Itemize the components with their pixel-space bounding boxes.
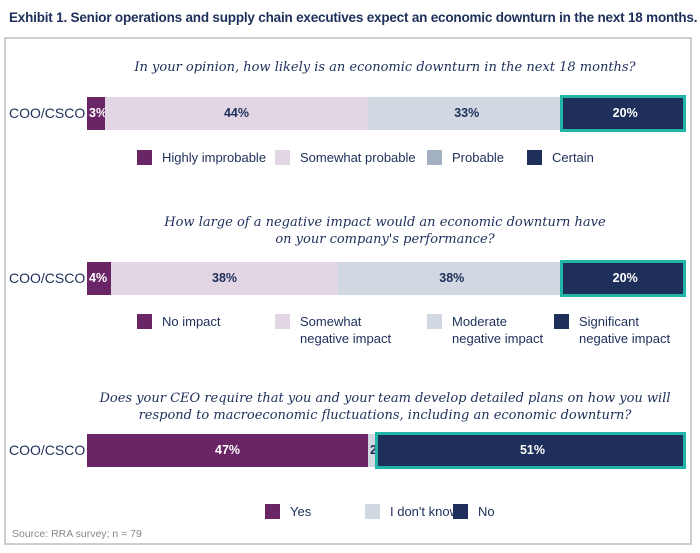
legend-label: Moderate negative impact	[452, 314, 544, 346]
bar-segment-highly-improbable	[87, 97, 105, 130]
legend-label: No	[478, 504, 495, 519]
data-label: 38%	[212, 271, 238, 285]
bar-segment-certain	[560, 95, 686, 132]
stacked-bar: 3% 44% 33% 20%	[87, 95, 686, 132]
question-line: Does your CEO require that you and your …	[99, 391, 671, 406]
legend-item: Somewhat probable	[275, 149, 416, 166]
data-label: 47%	[215, 443, 241, 457]
bar-segment-no-impact	[87, 262, 111, 295]
legend-swatch	[365, 504, 380, 519]
legend-item: Highly improbable	[137, 149, 266, 166]
data-label: 51%	[519, 443, 546, 457]
legend-swatch	[527, 150, 542, 165]
question-line: How large of a negative impact would an …	[164, 215, 606, 230]
legend-label: Probable	[452, 150, 505, 165]
bar-segment-no	[375, 432, 686, 469]
chart-question: In your opinion, how likely is an econom…	[60, 59, 700, 76]
exhibit-title: Exhibit 1. Senior operations and supply …	[9, 10, 698, 25]
question-line: In your opinion, how likely is an econom…	[134, 60, 636, 75]
legend-item: Probable	[427, 149, 504, 166]
legend-label: Highly improbable	[162, 150, 267, 165]
category-label: COO/CSCO	[9, 442, 86, 458]
bar-segment-significant-negative-impact	[560, 260, 686, 297]
data-label: 44%	[223, 106, 250, 120]
source-note: Source: RRA survey; n = 79	[12, 528, 142, 540]
legend-label: Certain	[552, 150, 594, 165]
legend-label: Significant negative impact	[579, 314, 671, 346]
data-label: 38%	[439, 271, 465, 285]
bar-segment-probable	[368, 97, 566, 130]
bar-segment-somewhat-negative-impact	[110, 262, 339, 295]
category-label: COO/CSCO	[9, 270, 86, 286]
chart-question: Does your CEO require that you and your …	[60, 390, 700, 424]
data-label: 3%	[89, 106, 108, 120]
stacked-bar: 4% 38% 38% 20%	[87, 260, 686, 297]
question-line: on your company's performance?	[275, 232, 495, 247]
legend-swatch	[137, 150, 152, 165]
legend-item: I don't know	[365, 503, 459, 520]
legend-label: I don't know	[390, 504, 459, 519]
legend-swatch	[275, 150, 290, 165]
legend-item: Significant negative impact	[554, 313, 670, 347]
legend-swatch	[265, 504, 280, 519]
legend-item: No impact	[137, 313, 221, 330]
legend-item: Yes	[265, 503, 311, 520]
legend-swatch	[427, 150, 442, 165]
question-line: respond to macroeconomic fluctuations, i…	[138, 408, 632, 423]
legend-label: Somewhat negative impact	[300, 314, 392, 346]
category-label: COO/CSCO	[9, 105, 86, 121]
data-label: 33%	[454, 106, 480, 120]
legend-item: Certain	[527, 149, 594, 166]
legend-swatch	[275, 314, 290, 329]
data-label: 20%	[612, 106, 638, 120]
legend-item: Moderate negative impact	[427, 313, 543, 347]
bar-segment-yes	[87, 434, 369, 467]
data-label: 4%	[89, 271, 108, 285]
chart-frame	[4, 37, 692, 545]
legend-swatch	[554, 314, 569, 329]
bar-segment-i-don-t-know	[368, 434, 380, 467]
stacked-bar: 47%2%51%	[87, 432, 686, 469]
bar-segment-somewhat-probable	[104, 97, 369, 130]
legend-swatch	[137, 314, 152, 329]
legend-label: No impact	[162, 314, 221, 329]
legend-label: Somewhat probable	[300, 150, 416, 165]
data-label: 20%	[612, 271, 638, 285]
legend-swatch	[427, 314, 442, 329]
legend-item: No	[453, 503, 495, 520]
bar-segment-moderate-negative-impact	[338, 262, 566, 295]
chart-question: How large of a negative impact would an …	[60, 214, 700, 248]
legend-item: Somewhat negative impact	[275, 313, 391, 347]
legend-label: Yes	[290, 504, 312, 519]
legend-swatch	[453, 504, 468, 519]
